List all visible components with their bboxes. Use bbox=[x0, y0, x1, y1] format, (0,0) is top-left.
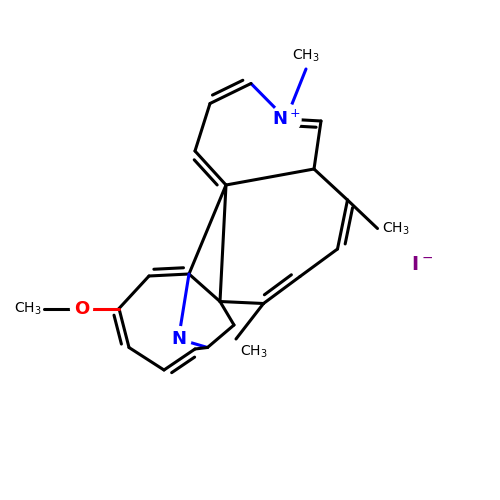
Text: CH$_3$: CH$_3$ bbox=[14, 300, 42, 316]
Text: N: N bbox=[171, 330, 186, 348]
Text: CH$_3$: CH$_3$ bbox=[240, 344, 268, 360]
Text: CH$_3$: CH$_3$ bbox=[382, 220, 410, 236]
Circle shape bbox=[271, 104, 301, 134]
Text: N$^+$: N$^+$ bbox=[272, 110, 300, 128]
Text: O: O bbox=[74, 300, 89, 318]
Circle shape bbox=[70, 298, 92, 320]
Text: I$^-$: I$^-$ bbox=[412, 254, 434, 274]
Text: CH$_3$: CH$_3$ bbox=[292, 48, 320, 64]
Circle shape bbox=[166, 326, 191, 351]
